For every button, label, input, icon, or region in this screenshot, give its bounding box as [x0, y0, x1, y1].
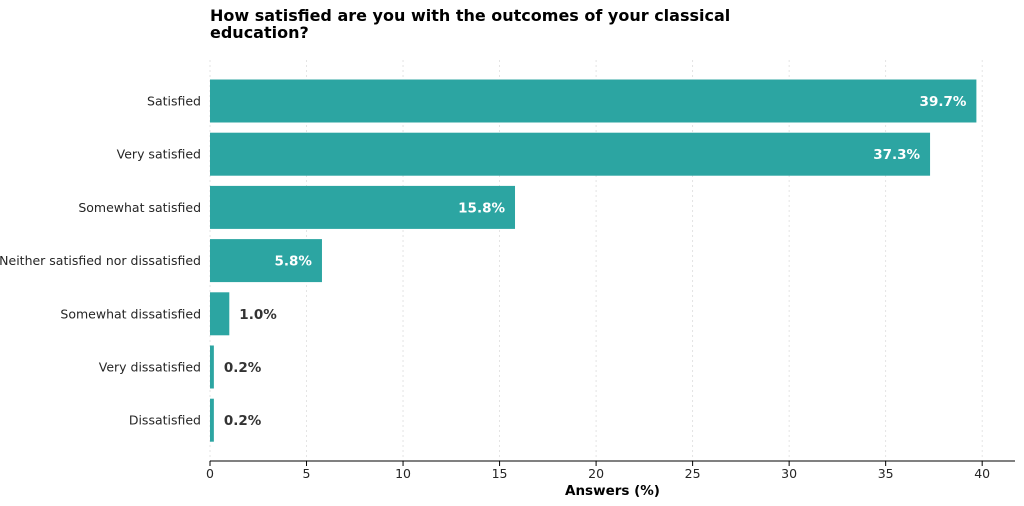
data-label: 5.8%	[275, 254, 313, 270]
bar	[210, 132, 931, 176]
data-label: 0.2%	[224, 360, 262, 376]
x-tick-label: 30	[781, 466, 797, 481]
bar	[210, 79, 977, 123]
bar	[210, 185, 516, 229]
category-label: Somewhat dissatisfied	[60, 306, 201, 321]
x-tick-label: 15	[492, 466, 508, 481]
chart-title-line-2: education?	[210, 23, 309, 42]
category-label: Very satisfied	[117, 147, 201, 162]
data-labels: 39.7% 37.3% 15.8% 5.8% 1.0% 0.2% 0.2%	[224, 94, 967, 429]
category-label: Satisfied	[147, 94, 201, 109]
x-tick-label: 40	[974, 466, 990, 481]
bars	[210, 79, 977, 442]
bar	[210, 239, 322, 283]
data-label: 15.8%	[458, 200, 505, 216]
category-label: Somewhat satisfied	[78, 200, 201, 215]
bar	[210, 398, 214, 442]
x-tick-label: 25	[685, 466, 701, 481]
category-labels: Satisfied Very satisfied Somewhat satisfie…	[0, 94, 201, 428]
x-tick-label: 0	[206, 466, 214, 481]
category-label: Dissatisfied	[129, 413, 201, 428]
x-tick-label: 10	[395, 466, 411, 481]
bar	[210, 345, 214, 389]
data-label: 39.7%	[920, 94, 967, 110]
data-label: 0.2%	[224, 413, 262, 429]
chart-title-line-1: How satisfied are you with the outcomes …	[210, 6, 730, 25]
category-label: Very dissatisfied	[99, 360, 201, 375]
x-axis-label: Answers (%)	[565, 483, 660, 499]
bar	[210, 292, 230, 336]
data-label: 37.3%	[873, 147, 920, 163]
category-label: Neither satisfied nor dissatisfied	[0, 253, 201, 268]
x-tick-label: 35	[878, 466, 894, 481]
x-axis-ticks: 0 5 10 15 20 25 30 35 40	[206, 461, 990, 481]
x-tick-label: 5	[303, 466, 311, 481]
x-tick-label: 20	[588, 466, 604, 481]
data-label: 1.0%	[239, 307, 277, 323]
